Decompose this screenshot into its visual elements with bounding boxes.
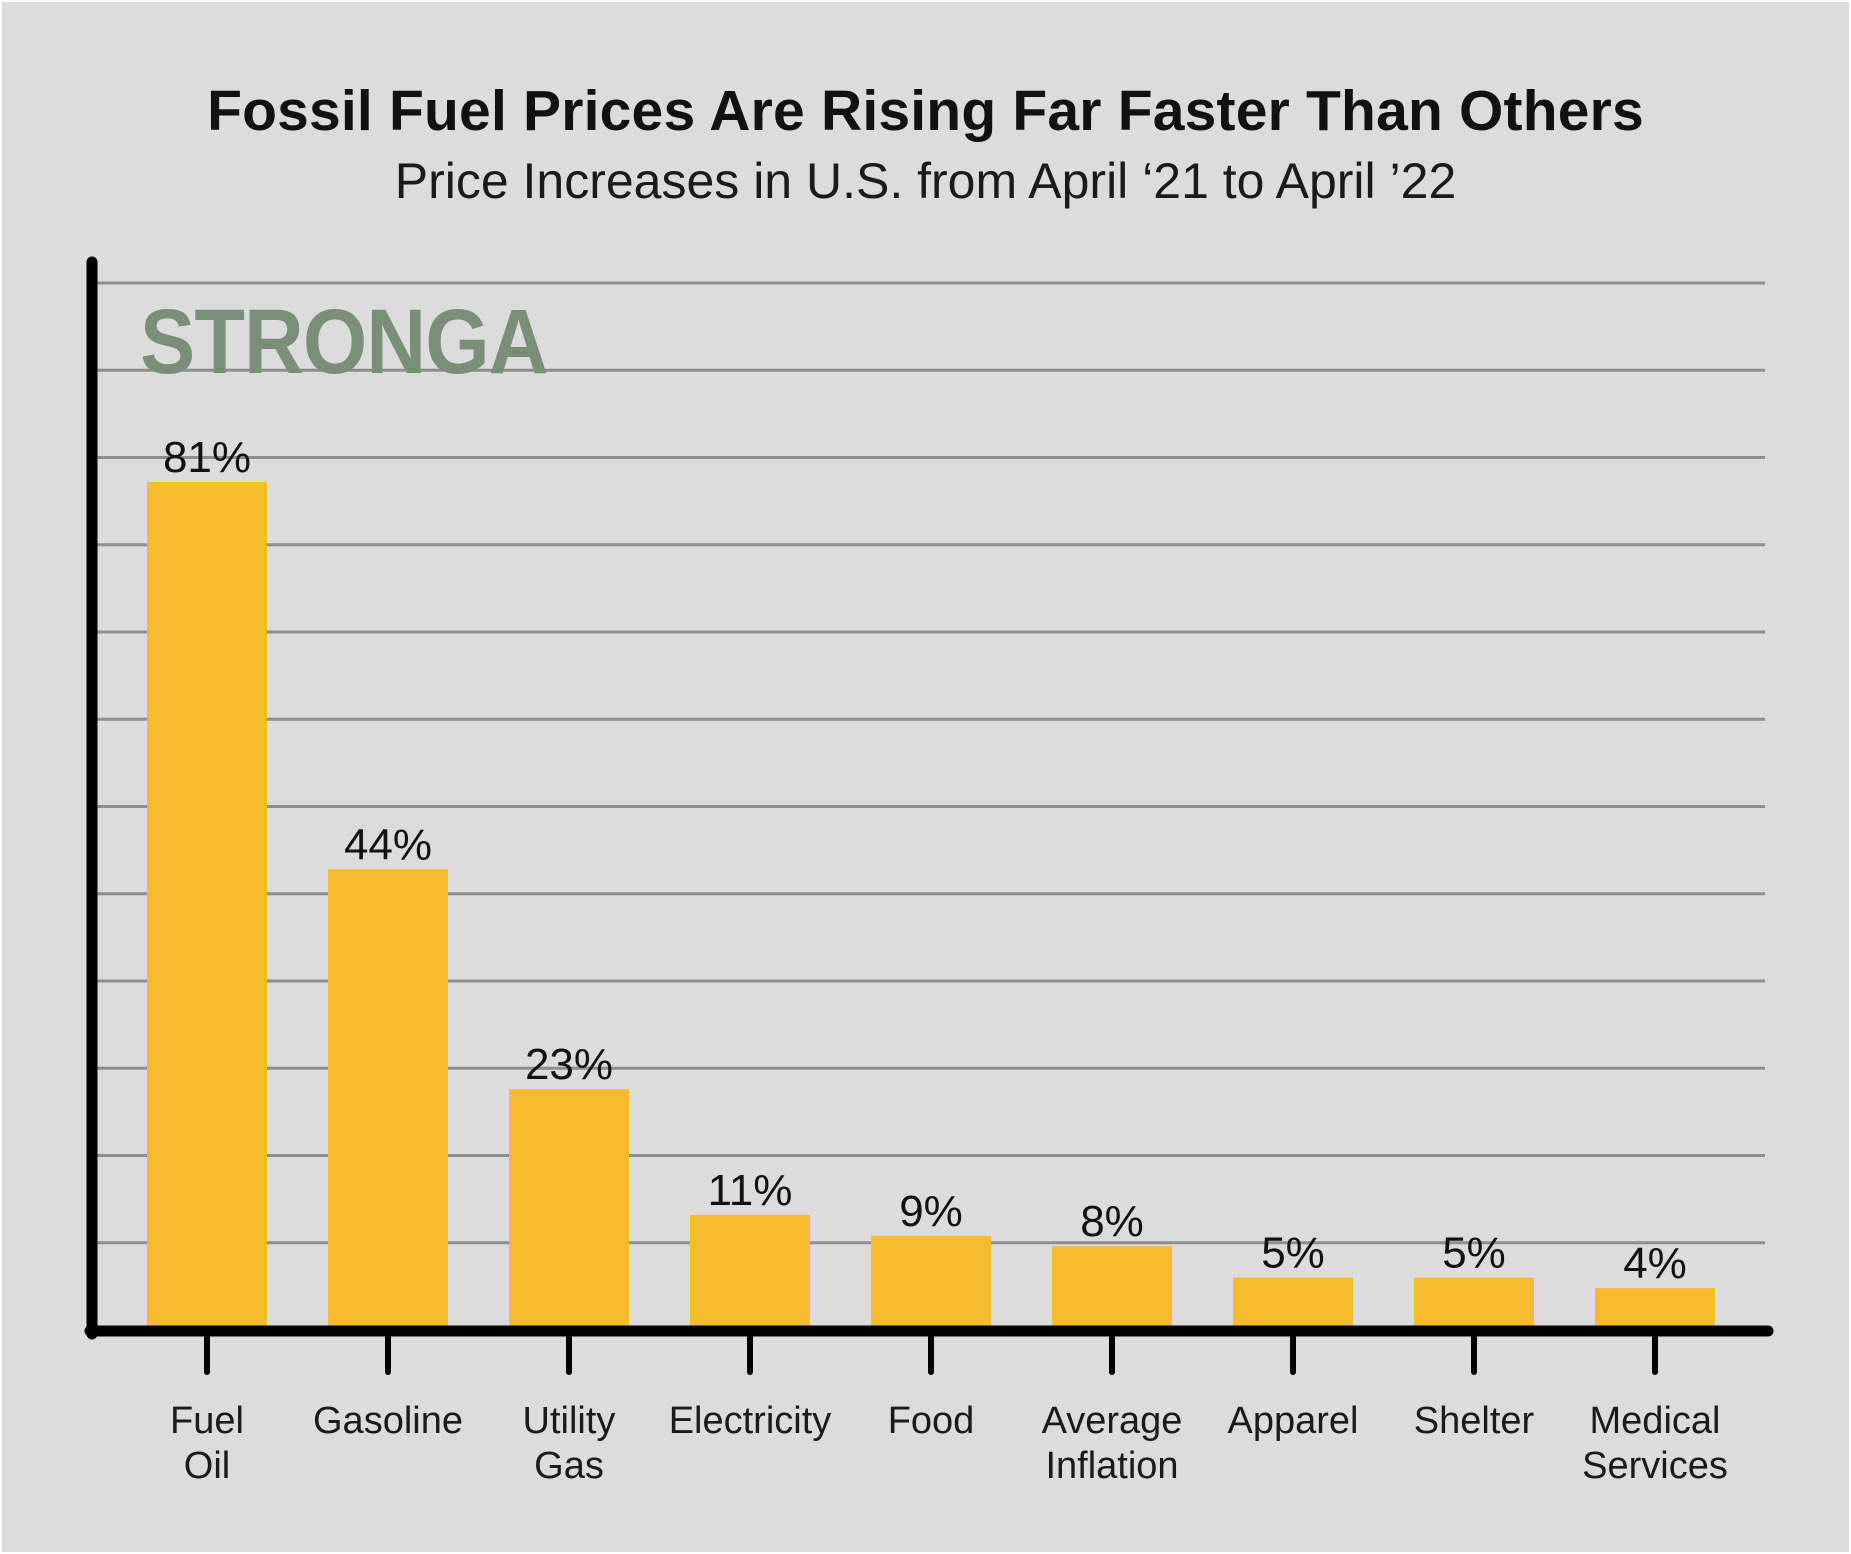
category-label: Fuel Oil — [170, 1400, 244, 1487]
category-label: Shelter — [1414, 1400, 1535, 1442]
category-label: Average Inflation — [1042, 1400, 1183, 1487]
bar — [147, 481, 267, 1330]
data-label: 9% — [899, 1187, 963, 1236]
bar — [1052, 1246, 1172, 1330]
bars — [147, 481, 1715, 1330]
data-label: 23% — [525, 1040, 613, 1089]
data-label: 44% — [344, 820, 432, 869]
labels: 81% Fuel Oil 44% Gasoline 23% Utility Gas 11% Ele… — [163, 433, 1728, 1487]
axes — [84, 256, 1774, 1375]
category-label: Apparel — [1228, 1400, 1359, 1442]
bar — [1233, 1277, 1353, 1330]
bar — [509, 1089, 629, 1330]
category-label: Medical Services — [1582, 1400, 1728, 1487]
data-label: 5% — [1261, 1229, 1325, 1278]
data-label: 5% — [1442, 1229, 1506, 1278]
chart-subtitle: Price Increases in U.S. from April ‘21 t… — [394, 153, 1457, 209]
bar — [871, 1235, 991, 1330]
category-label: Food — [888, 1400, 975, 1442]
data-label: 8% — [1080, 1197, 1144, 1246]
data-label: 11% — [708, 1166, 793, 1215]
category-label: Electricity — [669, 1400, 832, 1442]
chart-title: Fossil Fuel Prices Are Rising Far Faster… — [207, 79, 1644, 143]
data-label: 4% — [1623, 1239, 1687, 1288]
bar — [1414, 1277, 1534, 1330]
category-label: Utility Gas — [523, 1400, 616, 1487]
bar — [1595, 1288, 1715, 1330]
category-label: Gasoline — [313, 1400, 463, 1442]
data-label: 81% — [163, 433, 251, 482]
bar — [690, 1214, 810, 1330]
stronga-watermark-logo: STRONGA — [140, 291, 549, 393]
bar — [328, 869, 448, 1330]
